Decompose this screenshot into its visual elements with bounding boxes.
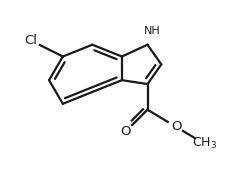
Text: O: O [170,120,181,133]
Text: NH: NH [143,26,160,36]
Text: CH$_3$: CH$_3$ [191,136,216,151]
Text: Cl: Cl [24,34,37,47]
Text: O: O [119,125,130,138]
